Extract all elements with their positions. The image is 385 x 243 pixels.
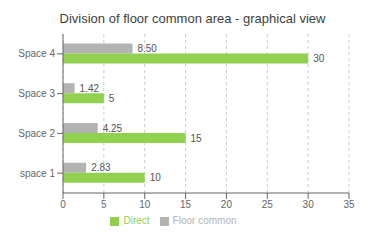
svg-text:Space 4: Space 4 <box>18 48 55 59</box>
svg-text:Space 3: Space 3 <box>18 88 55 99</box>
html-text:Division of floor common area: Division of floor common area - graphica… <box>59 11 326 26</box>
svg-text:0: 0 <box>60 199 66 210</box>
svg-text:15: 15 <box>191 133 203 144</box>
svg-text:8.50: 8.50 <box>137 43 157 54</box>
svg-text:30: 30 <box>313 53 325 64</box>
svg-text:10: 10 <box>139 199 151 210</box>
svg-text:15: 15 <box>180 199 192 210</box>
svg-text:1.42: 1.42 <box>80 83 100 94</box>
svg-text:10: 10 <box>150 172 162 183</box>
svg-text:4.25: 4.25 <box>103 123 123 134</box>
html-text:Floor common: Floor common <box>172 215 237 226</box>
svg-text:30: 30 <box>303 199 315 210</box>
svg-text:2.83: 2.83 <box>91 162 111 173</box>
svg-text:Space 2: Space 2 <box>18 128 55 139</box>
svg-text:35: 35 <box>343 199 355 210</box>
svg-text:5: 5 <box>101 199 107 210</box>
svg-text:5: 5 <box>109 93 115 104</box>
svg-text:space 1: space 1 <box>20 168 55 179</box>
svg-text:25: 25 <box>262 199 274 210</box>
svg-text:20: 20 <box>221 199 233 210</box>
html-text:Direct: Direct <box>123 215 150 226</box>
